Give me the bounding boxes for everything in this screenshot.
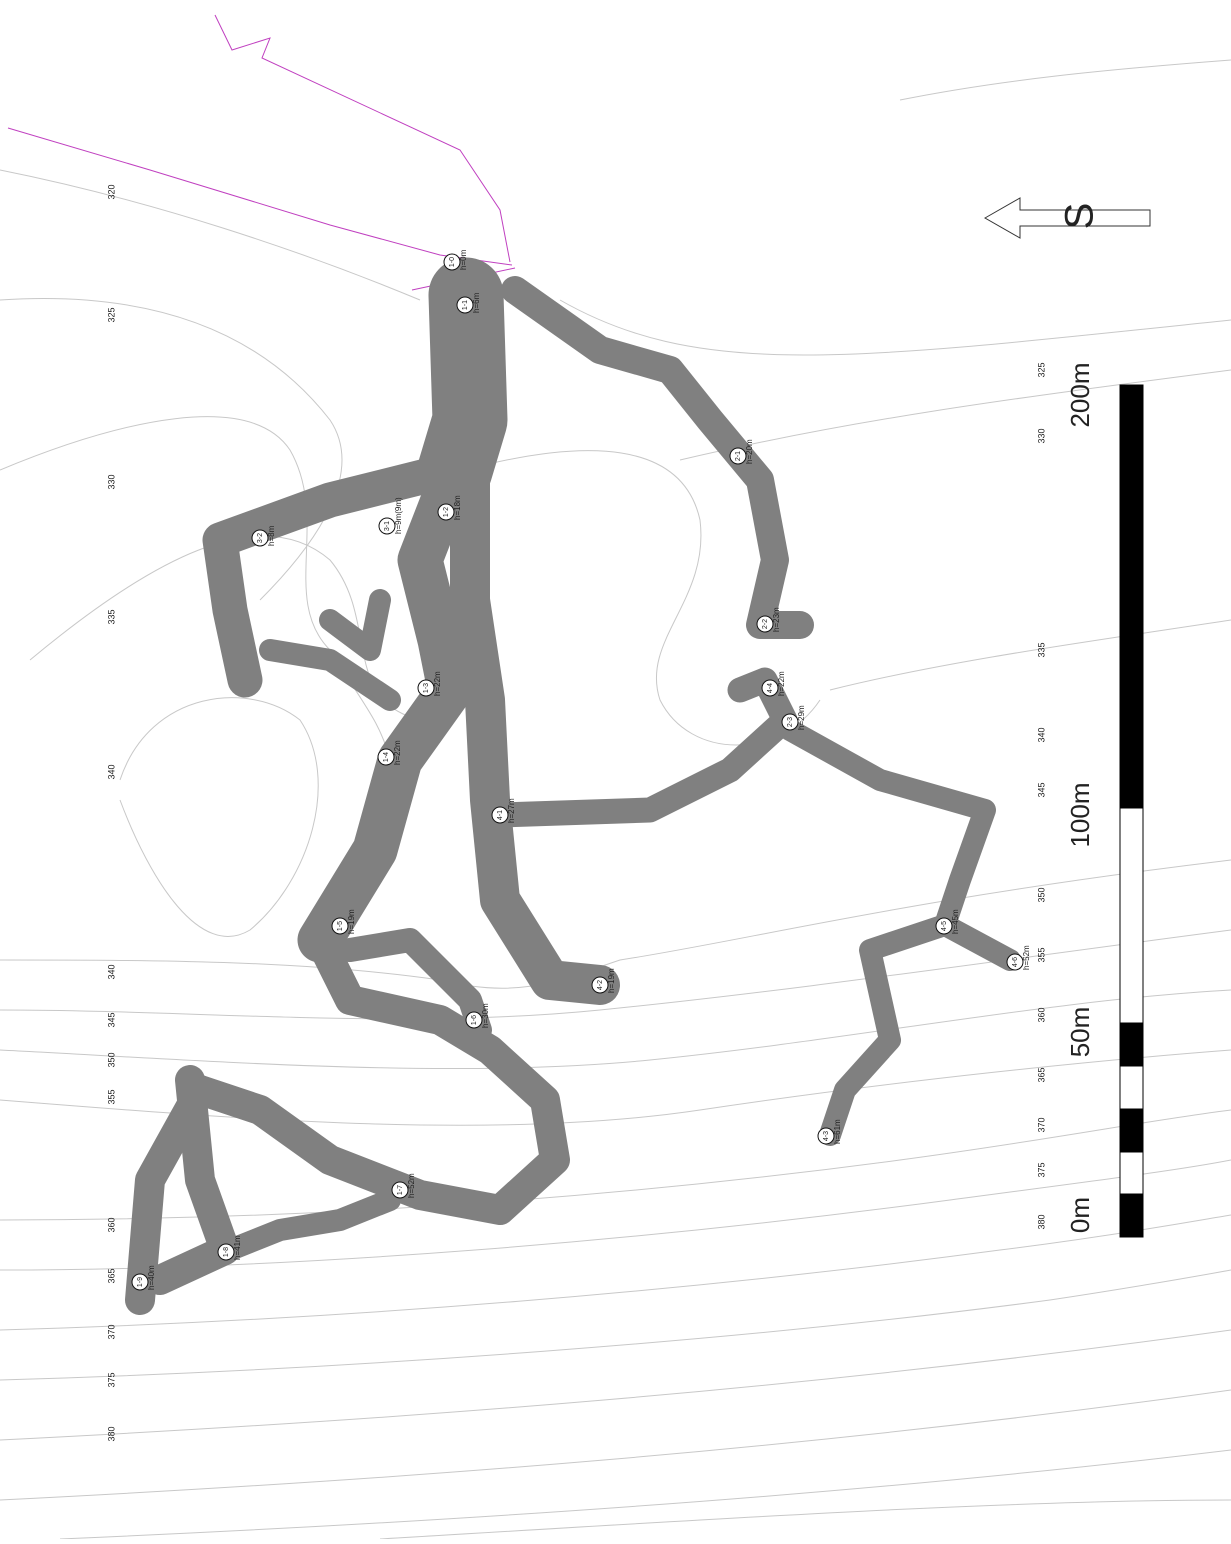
contour-label: 375 bbox=[106, 1372, 116, 1387]
contour-label: 370 bbox=[106, 1324, 116, 1339]
station-depth: h=22m bbox=[433, 671, 442, 696]
station-depth: h=9m(9m) bbox=[394, 497, 403, 534]
contour-label: 335 bbox=[1036, 642, 1046, 657]
contour-label: 350 bbox=[106, 1052, 116, 1067]
station-id: 1-7 bbox=[397, 1185, 404, 1195]
station-id: 4-2 bbox=[597, 980, 604, 990]
station-id: 4-5 bbox=[941, 921, 948, 931]
north-label: S bbox=[1058, 203, 1102, 230]
station-depth: h=30m bbox=[481, 1003, 490, 1028]
contour-label: 340 bbox=[106, 764, 116, 779]
station-depth: h=22m bbox=[393, 740, 402, 765]
contour-label: 320 bbox=[106, 184, 116, 199]
station-depth: h=52m bbox=[1022, 945, 1031, 970]
station-depth: h=41m bbox=[233, 1235, 242, 1260]
station-depth: h=29m bbox=[797, 705, 806, 730]
station-id: 4-1 bbox=[497, 810, 504, 820]
contour-label: 355 bbox=[1036, 947, 1046, 962]
station-id: 1-1 bbox=[462, 300, 469, 310]
station-id: 1-9 bbox=[137, 1277, 144, 1287]
station-id: 1-0 bbox=[449, 257, 456, 267]
page: {"north_label": "S", "scale_bar": {"labe… bbox=[0, 0, 1231, 1539]
station-depth: h=22m bbox=[777, 671, 786, 696]
contour-label: 360 bbox=[106, 1217, 116, 1232]
station-id: 1-4 bbox=[383, 752, 390, 762]
station-id: 4-4 bbox=[767, 683, 774, 693]
contour-label: 380 bbox=[1036, 1214, 1046, 1229]
contour-label: 325 bbox=[1036, 362, 1046, 377]
contour-label: 355 bbox=[106, 1089, 116, 1104]
contour-label: 365 bbox=[1036, 1067, 1046, 1082]
station-depth: h=19m bbox=[607, 968, 616, 993]
station-depth: h=52m bbox=[407, 1173, 416, 1198]
station-id: 1-5 bbox=[337, 921, 344, 931]
scale-bar bbox=[1120, 385, 1143, 1237]
station-depth: h=61m bbox=[833, 1119, 842, 1144]
surface-boundary bbox=[8, 15, 515, 290]
station-id: 3-2 bbox=[257, 533, 264, 543]
station-depth: h=23m bbox=[772, 607, 781, 632]
station-id: 2-3 bbox=[787, 717, 794, 727]
scale-label: 50m bbox=[1065, 1007, 1095, 1058]
contour-label: 325 bbox=[106, 307, 116, 322]
station-id: 2-2 bbox=[762, 619, 769, 629]
contour-label: 360 bbox=[1036, 1007, 1046, 1022]
contour-label: 345 bbox=[1036, 782, 1046, 797]
cave-passages bbox=[140, 290, 1010, 1300]
station-id: 4-6 bbox=[1012, 957, 1019, 967]
contour-label: 375 bbox=[1036, 1162, 1046, 1177]
station-id: 1-6 bbox=[471, 1015, 478, 1025]
scale-label: 200m bbox=[1065, 362, 1095, 427]
contour-label: 345 bbox=[106, 1012, 116, 1027]
station-depth: h=20m bbox=[745, 439, 754, 464]
scale-label: 0m bbox=[1065, 1197, 1095, 1233]
station-depth: h=27m bbox=[507, 798, 516, 823]
station-depth: h=8m bbox=[267, 525, 276, 546]
cave-map: S 0m 50m 100m 200m 320 325 330 335 340 340 345 350 35… bbox=[0, 0, 1231, 1539]
station-depth: h=45m bbox=[951, 909, 960, 934]
contour-label: 365 bbox=[106, 1268, 116, 1283]
contour-label: 335 bbox=[106, 609, 116, 624]
contour-label: 330 bbox=[106, 474, 116, 489]
station-id: 4-3 bbox=[823, 1131, 830, 1141]
station-depth: h=0m bbox=[459, 249, 468, 270]
contour-label: 340 bbox=[106, 964, 116, 979]
station-id: 1-3 bbox=[423, 683, 430, 693]
station-id: 2-1 bbox=[735, 451, 742, 461]
contour-label: 330 bbox=[1036, 428, 1046, 443]
station-depth: h=6m bbox=[472, 292, 481, 313]
station-depth: h=18m bbox=[453, 495, 462, 520]
station-depth: h=40m bbox=[147, 1265, 156, 1290]
scale-label: 100m bbox=[1065, 782, 1095, 847]
contour-label: 370 bbox=[1036, 1117, 1046, 1132]
station-depth: h=19m bbox=[347, 909, 356, 934]
station-id: 1-8 bbox=[223, 1247, 230, 1257]
station-id: 1-2 bbox=[443, 507, 450, 517]
contour-label: 350 bbox=[1036, 887, 1046, 902]
station-id: 3-1 bbox=[384, 521, 391, 531]
contour-label: 340 bbox=[1036, 727, 1046, 742]
contour-label: 380 bbox=[106, 1426, 116, 1441]
